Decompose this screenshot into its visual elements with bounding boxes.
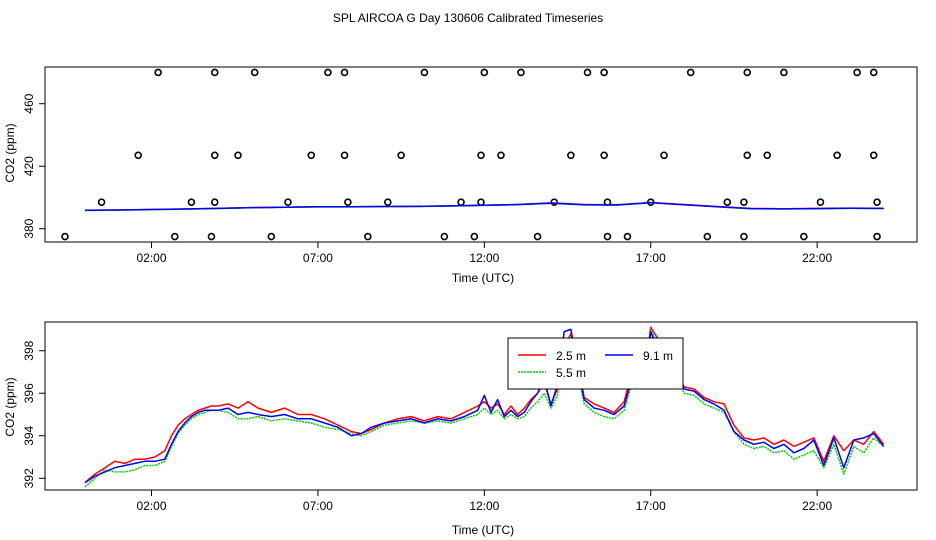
data-point-marker	[853, 68, 861, 77]
data-point-marker	[470, 232, 479, 241]
y-tick-label: 380	[22, 218, 36, 238]
data-point-marker	[210, 68, 219, 77]
data-point-marker	[660, 151, 668, 160]
plot-frame	[44, 66, 918, 243]
y-tick-label: 396	[22, 383, 36, 403]
data-point-marker	[477, 151, 485, 160]
data-point-marker	[800, 232, 808, 241]
data-point-marker	[234, 151, 242, 160]
data-point-marker	[267, 232, 276, 241]
y-axis-label: CO2 (ppm)	[3, 377, 17, 436]
plot-frame	[44, 321, 918, 491]
y-tick-label: 392	[22, 468, 36, 488]
x-tick-label: 17:00	[636, 499, 666, 513]
data-point-marker	[364, 232, 372, 241]
data-point-marker	[723, 198, 732, 206]
data-marks	[61, 68, 884, 241]
legend-label-9-1m: 9.1 m	[643, 349, 673, 363]
data-point-marker	[763, 151, 772, 160]
data-point-marker	[740, 198, 748, 206]
data-point-marker	[780, 68, 788, 77]
data-point-marker	[603, 232, 612, 241]
x-tick-label: 12:00	[469, 499, 499, 513]
data-point-marker	[740, 232, 748, 241]
data-point-marker	[743, 151, 752, 160]
data-point-marker	[743, 68, 752, 77]
data-point-marker	[550, 198, 559, 206]
data-point-marker	[134, 151, 142, 160]
data-point-marker	[480, 68, 489, 77]
x-tick-label: 12:00	[469, 251, 499, 265]
data-point-marker	[384, 198, 392, 206]
data-point-marker	[517, 68, 525, 77]
data-point-marker	[873, 232, 881, 241]
data-marks	[84, 326, 885, 488]
y-tick-label: 398	[22, 340, 36, 360]
data-point-marker	[816, 198, 825, 206]
data-point-marker	[307, 151, 316, 160]
x-axis: 02:00 07:00 12:00 17:00 22:00	[136, 242, 832, 265]
y-tick-label: 420	[22, 156, 36, 176]
data-point-marker	[440, 232, 449, 241]
data-point-marker	[869, 68, 878, 77]
data-point-marker	[97, 198, 106, 206]
data-point-marker	[873, 198, 881, 206]
series-line-9-1-m	[84, 328, 885, 484]
data-point-marker	[420, 68, 429, 77]
data-point-marker	[497, 151, 505, 160]
data-point-marker	[600, 68, 608, 77]
data-point-marker	[154, 68, 162, 77]
data-point-marker	[533, 232, 542, 241]
x-tick-label: 07:00	[303, 499, 333, 513]
data-point-marker	[187, 198, 196, 206]
data-point-marker	[171, 232, 179, 241]
x-tick-label: 17:00	[636, 251, 666, 265]
legend-box	[507, 337, 684, 390]
data-point-marker	[340, 68, 349, 77]
x-axis-label: Time (UTC)	[452, 523, 514, 537]
data-point-marker	[703, 232, 712, 241]
bottom-panel: 02:00 07:00 12:00 17:00 22:00 392 394 396 398 T…	[3, 321, 918, 537]
y-axis-label: CO2 (ppm)	[3, 123, 17, 182]
data-point-marker	[686, 68, 695, 77]
y-tick-label: 394	[22, 425, 36, 445]
legend: 2.5 m 9.1 m 5.5 m	[507, 337, 684, 390]
series-line-9-1-m	[84, 201, 884, 212]
series-line-2-5-m	[84, 326, 885, 484]
data-point-marker	[340, 151, 349, 160]
data-point-marker	[250, 68, 259, 77]
data-point-marker	[284, 198, 292, 206]
data-point-marker	[600, 151, 608, 160]
data-point-marker	[207, 232, 216, 241]
data-point-marker	[583, 68, 592, 77]
y-axis: 380 420 460	[22, 93, 45, 239]
data-point-marker	[210, 151, 219, 160]
data-point-marker	[324, 68, 332, 77]
series-line-5-5-m	[84, 328, 885, 488]
y-axis: 392 394 396 398	[22, 340, 45, 488]
data-point-marker	[623, 232, 632, 241]
data-point-marker	[457, 198, 465, 206]
x-tick-label: 02:00	[136, 499, 166, 513]
x-tick-label: 02:00	[136, 251, 166, 265]
data-point-marker	[833, 151, 841, 160]
data-point-marker	[61, 232, 69, 241]
data-point-marker	[210, 198, 219, 206]
data-point-marker	[567, 151, 575, 160]
legend-label-2-5m: 2.5 m	[556, 349, 586, 363]
x-tick-label: 22:00	[802, 499, 832, 513]
top-panel: 02:00 07:00 12:00 17:00 22:00 380 420 460 Time…	[3, 66, 918, 285]
data-point-marker	[344, 198, 352, 206]
data-point-marker	[397, 151, 405, 160]
x-axis-label: Time (UTC)	[452, 271, 514, 285]
x-tick-label: 22:00	[802, 251, 832, 265]
legend-label-5-5m: 5.5 m	[556, 366, 586, 380]
x-tick-label: 07:00	[303, 251, 333, 265]
data-point-marker	[869, 151, 878, 160]
figure-title: SPL AIRCOA G Day 130606 Calibrated Times…	[333, 11, 603, 25]
y-tick-label: 460	[22, 93, 36, 113]
data-point-marker	[477, 198, 485, 206]
x-axis: 02:00 07:00 12:00 17:00 22:00	[136, 490, 832, 513]
